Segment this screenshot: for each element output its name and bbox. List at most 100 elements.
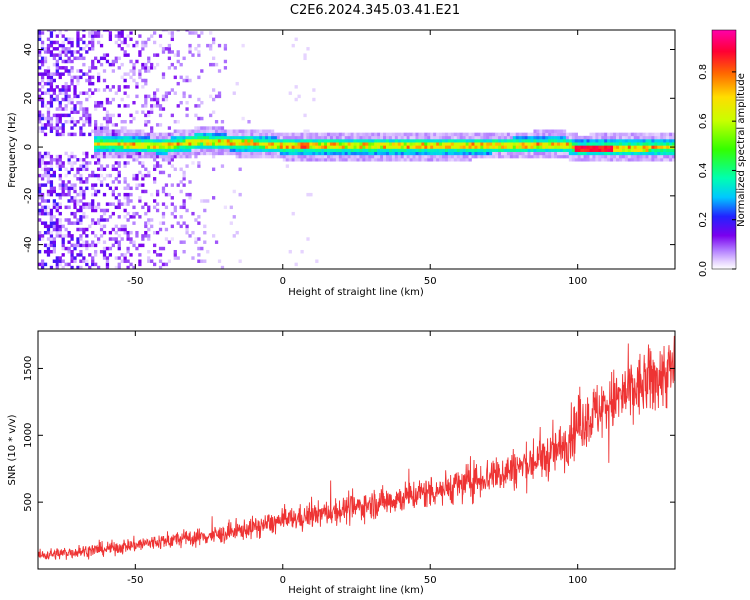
spectrogram-cell [624,139,629,143]
spectrogram-cell [338,139,343,143]
spectrogram-cell [256,142,260,146]
spectrogram-cell [123,192,127,197]
spectrogram-cell [67,230,71,235]
spectrogram-cell [459,158,463,162]
spectrogram-cell [480,142,484,146]
spectrogram-cell [99,43,104,48]
spectrogram-cell [574,158,578,162]
spectrogram-cell [483,148,487,152]
spectrogram-cell [545,145,549,149]
spectrogram-cell [621,151,626,156]
spectrogram-cell [439,148,443,152]
spectrogram-cell [374,135,378,140]
spectrogram-cell [150,192,154,197]
spectrogram-cell [506,135,511,140]
spectrogram-cell [135,148,139,152]
spectrogram-cell [592,145,596,149]
spectrogram-cell [49,183,54,187]
spectrogram-cell [185,129,189,133]
spectrogram-cell [182,145,186,149]
spectrogram-cell [338,151,343,156]
spectrogram-cell [43,116,48,121]
spectrogram-cell [67,40,71,45]
spectrogram-cell [144,119,148,124]
spectrogram-cell [96,189,101,194]
spectrogram-cell [607,154,611,159]
spectrogram-cell [503,142,508,146]
spectrogram-cell [94,161,98,165]
spectrogram-cell [598,158,602,162]
spectrogram-cell [613,132,617,137]
spectrogram-cell [400,158,404,162]
spectrogram-cell [153,53,157,57]
spectrogram-cell [589,151,593,156]
spectrogram-cell [607,132,611,137]
spectrogram-cell [158,253,163,257]
spectrogram-cell [96,205,101,210]
spectrogram-cell [212,135,216,140]
spectrogram-cell [76,218,80,222]
spectrogram-cell [353,139,357,143]
spectrogram-cell [117,148,121,152]
spectrogram-cell [418,142,422,146]
spectrogram-cell [147,142,151,146]
spectrogram-cell [164,183,169,187]
spectrogram-cell [474,151,478,156]
spectrogram-cell [636,158,640,162]
spectrogram-cell [565,145,570,149]
spectrogram-cell [129,75,133,80]
spectrogram-cell [129,237,133,241]
spectrogram-cell [144,94,148,99]
spectrogram-cell [217,139,222,143]
spectrogram-cell [436,132,440,137]
spectrogram-cell [191,148,195,152]
spectrogram-cell [279,132,284,137]
spectrogram-cell [141,177,145,181]
spectrogram-cell [135,177,139,181]
spectrogram-cell [43,132,48,137]
spectrogram-cell [40,62,45,67]
spectrogram-cell [61,164,65,168]
spectrogram-cell [427,154,431,159]
spectrogram-cell [46,237,51,241]
spectrogram-cell [185,100,189,105]
spectrogram-cell [235,142,239,146]
spectrogram-cell [610,158,614,162]
spectrogram-cell [362,151,366,156]
spectrogram-cell [173,75,177,80]
spectrogram-cell [167,126,172,130]
spectrogram-cell [226,151,230,156]
spectrogram-cell [385,135,390,140]
spectrogram-cell [377,148,381,152]
spectrogram-cell [527,135,531,140]
spectrogram-cell [285,139,289,143]
spectrogram-cell [67,249,71,254]
spectrogram-cell [144,173,148,178]
spectrogram-cell [129,142,133,146]
spectrogram-cell [49,215,54,219]
spectrogram-cell [126,154,130,159]
spectrogram-cell [624,158,629,162]
spectrogram-cell [539,132,543,137]
spectrogram-cell [43,59,48,64]
spectrogram-cell [648,154,652,159]
spectrogram-cell [503,135,508,140]
spectrogram-cell [58,31,62,35]
spectrogram-cell [79,186,83,191]
spectrogram-cell [126,94,130,99]
spectrogram-cell [61,40,65,45]
spectrogram-cell [73,104,77,108]
spectrogram-cell [173,142,177,146]
spectrogram-cell [306,192,310,197]
spectrogram-cell [40,196,45,200]
spectrogram-cell [385,139,390,143]
spectrogram-cell [412,158,416,162]
spectrogram-cell [365,142,369,146]
spectrogram-cell [58,183,62,187]
spectrogram-cell [415,139,419,143]
spectrogram-cell [179,151,183,156]
spectrogram-cell [383,148,387,152]
spectrogram-cell [415,145,419,149]
spectrogram-cell [250,129,254,133]
spectrogram-cell [91,221,95,225]
